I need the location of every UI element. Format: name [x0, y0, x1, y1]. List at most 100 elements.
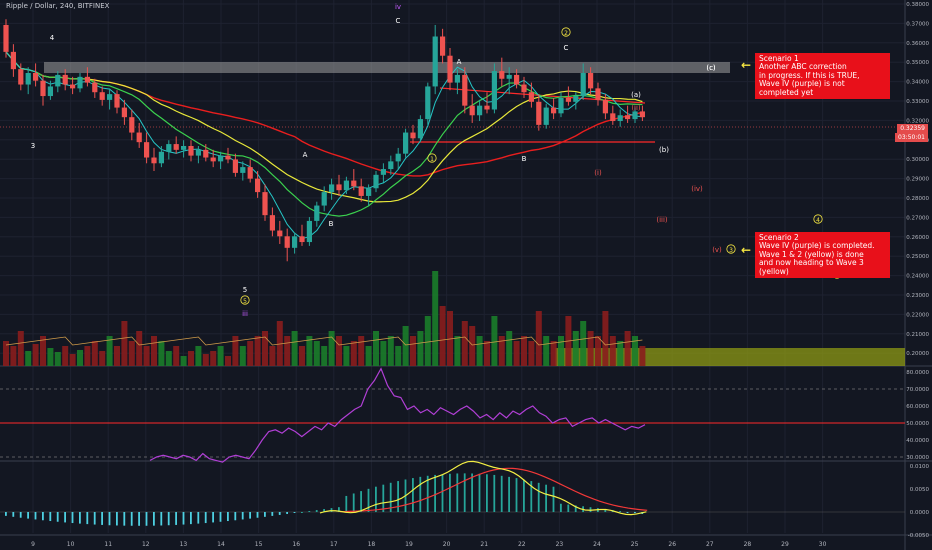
volume-bar: [210, 351, 217, 366]
time-tick: 10: [67, 541, 75, 548]
volume-bar: [321, 346, 328, 366]
candle-body: [25, 73, 31, 85]
macd-hist: [419, 476, 422, 512]
volume-bar: [639, 346, 646, 366]
candle-body: [188, 146, 194, 156]
wave-label: (i): [594, 169, 602, 177]
volume-bar: [202, 354, 209, 366]
wave-label: 4: [50, 34, 55, 42]
price-tick: 0.32000: [906, 118, 929, 124]
price-tick: 0.36000: [906, 41, 929, 47]
volume-bar: [17, 331, 24, 366]
volume-bar: [313, 341, 320, 366]
wave-label: iv: [395, 3, 401, 11]
resistance-zone: [44, 62, 730, 73]
countdown-tag: 03:50:01: [895, 133, 928, 142]
volume-bar: [25, 351, 32, 366]
candle-body: [477, 105, 483, 116]
macd-hist: [500, 475, 503, 512]
volume-bar: [77, 350, 83, 366]
volume-bars: [3, 271, 646, 366]
macd-hist: [589, 507, 592, 512]
candle-body: [121, 107, 127, 118]
candle-body: [262, 192, 268, 216]
candle-body: [358, 186, 364, 196]
candle-body: [536, 101, 542, 125]
rsi-tick: 60.0000: [906, 404, 929, 410]
macd-hist: [293, 512, 296, 513]
time-tick: 15: [255, 541, 263, 548]
candle-body: [292, 236, 298, 248]
price-tick: 0.25000: [906, 254, 929, 260]
macd-hist: [463, 473, 466, 512]
price-tick: 0.22000: [906, 312, 929, 318]
candle-body: [166, 144, 172, 152]
macd-hist: [34, 512, 37, 520]
wave-label: (a): [631, 91, 641, 99]
volume-bar: [32, 344, 39, 366]
macd-hist: [523, 479, 525, 512]
wave-label: A: [457, 58, 462, 66]
time-tick: 30: [819, 541, 827, 548]
wave-label: 2: [564, 30, 568, 37]
rsi-tick: 40.0000: [906, 438, 929, 444]
volume-bar: [528, 341, 535, 366]
candle-body: [632, 111, 638, 120]
volume-bar: [602, 311, 609, 366]
time-tick: 17: [330, 541, 338, 548]
macd-hist: [264, 512, 266, 517]
candle-body: [417, 119, 423, 139]
volume-bar: [572, 331, 579, 366]
time-tick: 27: [706, 541, 714, 548]
volume-bar: [247, 341, 254, 366]
macd-hist: [204, 512, 207, 524]
candle-body: [92, 82, 98, 93]
candle-body: [40, 80, 46, 97]
volume-bar: [439, 306, 446, 366]
volume-bar: [447, 311, 453, 366]
time-tick: 16: [292, 541, 300, 548]
volume-bar: [158, 341, 165, 366]
macd-tick: 0.0000: [910, 510, 930, 516]
volume-bar: [40, 336, 46, 366]
wave-label: C: [396, 17, 401, 25]
candle-body: [403, 132, 409, 154]
macd-hist: [619, 511, 621, 513]
candle-body: [55, 74, 61, 87]
wave-label: 1: [430, 156, 434, 163]
time-tick: 24: [593, 541, 601, 548]
macd-hist: [634, 512, 636, 514]
time-tick: 23: [556, 541, 564, 548]
price-tick: 0.34000: [906, 80, 929, 86]
macd-hist: [212, 512, 214, 523]
time-tick: 9: [31, 541, 35, 548]
macd-hist: [426, 475, 429, 512]
volume-bar: [417, 331, 424, 366]
wave-circle: [726, 244, 736, 254]
macd-hist: [412, 478, 414, 512]
volume-bar: [350, 341, 357, 366]
macd-hist: [382, 484, 385, 512]
macd-hist: [278, 512, 281, 515]
macd-hist: [175, 512, 177, 525]
volume-bar: [521, 336, 527, 366]
time-tick: 20: [443, 541, 451, 548]
scenario2-line1: Scenario 2: [759, 233, 799, 242]
wave-circle: [813, 214, 823, 224]
macd-line: [319, 460, 647, 516]
volume-bar: [121, 321, 128, 366]
macd-hist: [397, 481, 399, 512]
volume-bar: [454, 336, 461, 366]
volume-bar: [424, 316, 431, 366]
candle-body: [47, 86, 53, 97]
macd-hist: [219, 512, 222, 522]
candle-body: [366, 188, 372, 196]
volume-bar: [617, 341, 624, 366]
price-tick: 0.29000: [906, 177, 929, 183]
volume-bar: [299, 346, 305, 366]
candle-body: [373, 174, 379, 189]
candle-body: [410, 132, 416, 139]
macd-hist: [197, 512, 200, 524]
candle-body: [329, 184, 335, 193]
macd-panel: [0, 460, 905, 526]
